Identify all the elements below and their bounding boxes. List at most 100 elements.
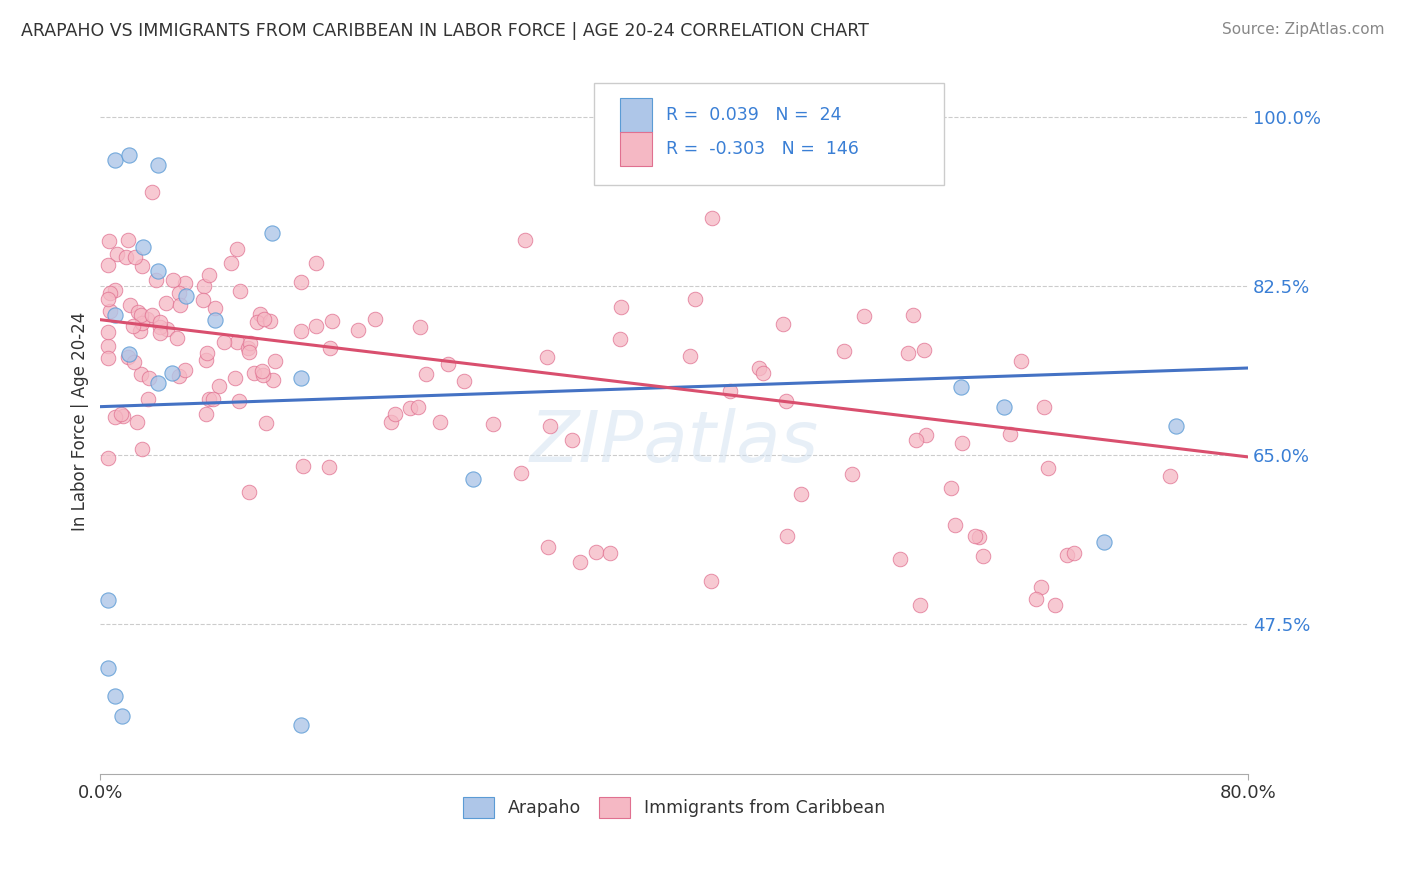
Point <box>212 334 235 349</box>
Point <box>1033 400 1056 414</box>
Point <box>194 353 217 368</box>
Point <box>149 315 172 329</box>
Point <box>904 433 927 447</box>
Point <box>155 296 177 310</box>
Point <box>174 277 197 291</box>
Point <box>751 367 773 381</box>
Point <box>775 393 797 408</box>
Point <box>537 540 560 554</box>
Point <box>536 351 558 365</box>
Point <box>290 324 312 338</box>
Point <box>105 247 128 261</box>
Point <box>145 273 167 287</box>
Point <box>683 293 706 307</box>
Point <box>941 481 963 495</box>
Point <box>1043 599 1066 613</box>
Point <box>914 428 936 442</box>
Point <box>238 484 260 499</box>
Point <box>226 242 249 256</box>
Point <box>97 258 120 272</box>
Point <box>131 316 153 330</box>
Point <box>561 434 583 448</box>
Point <box>118 148 141 162</box>
Point <box>219 256 242 270</box>
Point <box>347 323 370 337</box>
Point <box>131 259 153 273</box>
Point <box>718 384 741 398</box>
Point <box>162 273 184 287</box>
Point <box>160 366 183 380</box>
Point <box>290 718 312 732</box>
Point <box>1038 461 1060 475</box>
Point <box>127 304 149 318</box>
Point <box>120 298 142 312</box>
Point <box>262 373 284 387</box>
Point <box>967 530 990 544</box>
Point <box>166 331 188 345</box>
Point <box>131 308 153 322</box>
Point <box>538 419 561 434</box>
Point <box>380 416 402 430</box>
Point <box>463 472 485 486</box>
Point <box>437 357 460 371</box>
Point <box>96 292 118 306</box>
Point <box>208 378 231 392</box>
Point <box>1092 535 1115 549</box>
Point <box>363 311 385 326</box>
Point <box>146 376 169 390</box>
Point <box>131 442 153 456</box>
Point <box>195 346 218 360</box>
Point <box>259 314 281 328</box>
Point <box>384 407 406 421</box>
Point <box>305 255 328 269</box>
Point <box>965 529 987 543</box>
Point <box>776 529 799 543</box>
Point <box>609 332 631 346</box>
Point <box>156 322 179 336</box>
Point <box>250 364 273 378</box>
Point <box>202 392 225 406</box>
Point <box>910 598 932 612</box>
Point <box>678 349 700 363</box>
Point <box>195 407 218 421</box>
Point <box>98 303 121 318</box>
Point <box>408 401 430 415</box>
Point <box>204 301 226 316</box>
Point <box>115 250 138 264</box>
Point <box>104 308 127 322</box>
FancyBboxPatch shape <box>593 83 943 185</box>
Text: Source: ZipAtlas.com: Source: ZipAtlas.com <box>1222 22 1385 37</box>
Point <box>129 324 152 338</box>
FancyBboxPatch shape <box>620 132 652 166</box>
Point <box>290 275 312 289</box>
Point <box>174 363 197 377</box>
Text: ARAPAHO VS IMMIGRANTS FROM CARIBBEAN IN LABOR FORCE | AGE 20-24 CORRELATION CHAR: ARAPAHO VS IMMIGRANTS FROM CARIBBEAN IN … <box>21 22 869 40</box>
Point <box>513 233 536 247</box>
Point <box>98 285 121 300</box>
Point <box>408 319 430 334</box>
Point <box>96 660 118 674</box>
Point <box>96 351 118 366</box>
Point <box>1010 353 1032 368</box>
Point <box>252 368 274 382</box>
Point <box>897 346 920 360</box>
Point <box>117 351 139 365</box>
Point <box>97 234 120 248</box>
Point <box>198 392 221 406</box>
Point <box>321 314 343 328</box>
Point <box>149 320 172 334</box>
Point <box>993 400 1015 414</box>
Point <box>832 344 855 359</box>
Text: R =  0.039   N =  24: R = 0.039 N = 24 <box>666 106 842 124</box>
Point <box>1063 546 1085 560</box>
Point <box>146 264 169 278</box>
Point <box>399 401 422 416</box>
Point <box>125 415 148 429</box>
Legend: Arapaho, Immigrants from Caribbean: Arapaho, Immigrants from Caribbean <box>456 790 893 825</box>
Point <box>482 417 505 432</box>
Point <box>141 185 163 199</box>
Point <box>319 341 342 355</box>
Point <box>972 549 994 564</box>
Point <box>226 334 249 349</box>
Point <box>136 312 159 326</box>
